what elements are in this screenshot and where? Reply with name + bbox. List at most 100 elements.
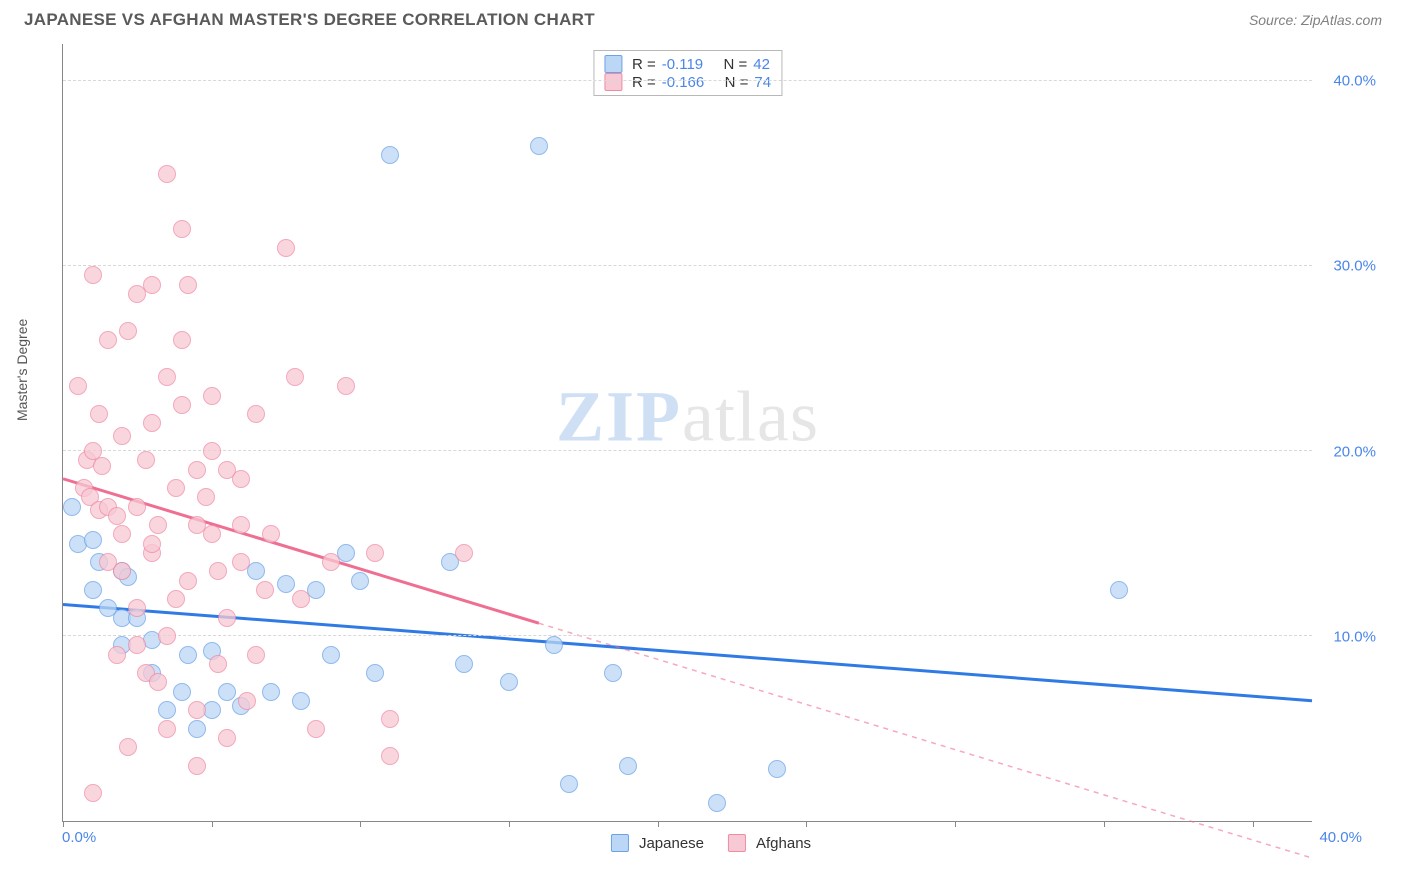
- data-point: [173, 220, 191, 238]
- data-point: [158, 368, 176, 386]
- data-point: [173, 331, 191, 349]
- data-point: [322, 646, 340, 664]
- swatch-afghans: [728, 834, 746, 852]
- data-point: [455, 655, 473, 673]
- data-point: [708, 794, 726, 812]
- y-tick-label: 30.0%: [1333, 258, 1376, 275]
- data-point: [119, 322, 137, 340]
- x-tick: [63, 821, 64, 827]
- data-point: [179, 572, 197, 590]
- x-tick-end: 40.0%: [1319, 829, 1362, 846]
- data-point: [292, 692, 310, 710]
- x-tick: [658, 821, 659, 827]
- data-point: [113, 562, 131, 580]
- data-point: [188, 720, 206, 738]
- data-point: [167, 479, 185, 497]
- data-point: [247, 562, 265, 580]
- data-point: [545, 636, 563, 654]
- data-point: [232, 516, 250, 534]
- data-point: [149, 673, 167, 691]
- gridline: [63, 80, 1312, 81]
- data-point: [197, 488, 215, 506]
- data-point: [238, 692, 256, 710]
- source-attribution: Source: ZipAtlas.com: [1249, 12, 1382, 28]
- x-tick: [212, 821, 213, 827]
- legend-item-afghans: Afghans: [728, 834, 811, 852]
- data-point: [188, 757, 206, 775]
- y-axis-title: Master's Degree: [14, 319, 30, 421]
- data-point: [69, 377, 87, 395]
- y-tick-label: 40.0%: [1333, 73, 1376, 90]
- data-point: [619, 757, 637, 775]
- data-point: [149, 516, 167, 534]
- x-tick: [955, 821, 956, 827]
- data-point: [366, 664, 384, 682]
- data-point: [381, 747, 399, 765]
- r-value-japanese: -0.119: [662, 56, 703, 73]
- data-point: [203, 387, 221, 405]
- legend-row-japanese: R = -0.119 N = 42: [604, 55, 771, 73]
- y-tick-label: 20.0%: [1333, 443, 1376, 460]
- data-point: [247, 405, 265, 423]
- data-point: [247, 646, 265, 664]
- data-point: [179, 276, 197, 294]
- data-point: [203, 525, 221, 543]
- data-point: [158, 627, 176, 645]
- data-point: [143, 414, 161, 432]
- data-point: [604, 664, 622, 682]
- swatch-japanese: [611, 834, 629, 852]
- data-point: [307, 720, 325, 738]
- correlation-legend: R = -0.119 N = 42 R = -0.166 N = 74: [593, 50, 782, 96]
- data-point: [158, 165, 176, 183]
- x-tick-origin: 0.0%: [62, 829, 96, 846]
- data-point: [455, 544, 473, 562]
- data-point: [137, 451, 155, 469]
- data-point: [158, 720, 176, 738]
- legend-label-afghans: Afghans: [756, 835, 811, 852]
- n-label: N =: [725, 74, 749, 91]
- r-value-afghans: -0.166: [662, 74, 705, 91]
- data-point: [1110, 581, 1128, 599]
- data-point: [93, 457, 111, 475]
- data-point: [351, 572, 369, 590]
- data-point: [232, 553, 250, 571]
- data-point: [218, 683, 236, 701]
- legend-item-japanese: Japanese: [611, 834, 704, 852]
- source-prefix: Source:: [1249, 12, 1301, 28]
- data-point: [232, 470, 250, 488]
- data-point: [113, 427, 131, 445]
- data-point: [262, 683, 280, 701]
- n-label: N =: [723, 56, 747, 73]
- data-point: [500, 673, 518, 691]
- y-tick-label: 10.0%: [1333, 628, 1376, 645]
- data-point: [262, 525, 280, 543]
- data-point: [560, 775, 578, 793]
- trendline-extrapolated: [539, 623, 1312, 858]
- data-point: [108, 507, 126, 525]
- data-point: [188, 461, 206, 479]
- data-point: [84, 784, 102, 802]
- x-tick: [509, 821, 510, 827]
- plot-area: ZIPatlas R = -0.119 N = 42 R = -0.166 N …: [62, 44, 1312, 822]
- n-value-afghans: 74: [754, 74, 771, 91]
- data-point: [218, 609, 236, 627]
- data-point: [256, 581, 274, 599]
- data-point: [179, 646, 197, 664]
- source-name: ZipAtlas.com: [1301, 12, 1382, 28]
- data-point: [84, 266, 102, 284]
- data-point: [286, 368, 304, 386]
- data-point: [173, 396, 191, 414]
- data-point: [99, 553, 117, 571]
- x-tick: [360, 821, 361, 827]
- swatch-afghans: [604, 73, 622, 91]
- swatch-japanese: [604, 55, 622, 73]
- legend-row-afghans: R = -0.166 N = 74: [604, 73, 771, 91]
- data-point: [381, 146, 399, 164]
- data-point: [209, 562, 227, 580]
- data-point: [119, 738, 137, 756]
- gridline: [63, 265, 1312, 266]
- n-value-japanese: 42: [753, 56, 770, 73]
- data-point: [203, 442, 221, 460]
- data-point: [277, 575, 295, 593]
- data-point: [322, 553, 340, 571]
